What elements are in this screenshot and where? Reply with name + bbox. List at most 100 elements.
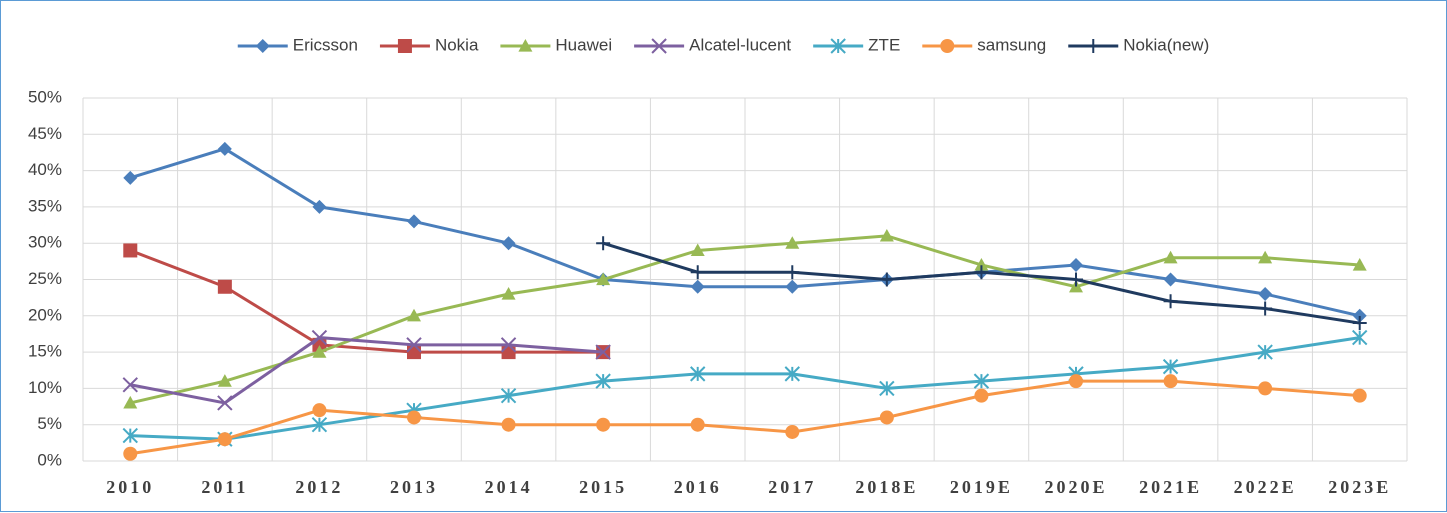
marker (1258, 381, 1273, 396)
marker (312, 199, 327, 214)
x-tick-label: 2017 (768, 477, 816, 497)
marker (407, 345, 421, 360)
marker (1258, 287, 1273, 302)
marker (596, 236, 611, 251)
y-tick-label: 15% (28, 342, 62, 361)
legend-label: samsung (977, 35, 1046, 54)
marker (596, 417, 611, 432)
marker (407, 308, 421, 322)
marker (785, 424, 800, 439)
series-line (129, 147, 1361, 318)
marker (1069, 272, 1083, 287)
marker (312, 403, 327, 418)
marker (501, 345, 516, 360)
marker (312, 345, 327, 358)
marker (973, 373, 990, 389)
marker (595, 344, 611, 360)
marker (1163, 294, 1178, 309)
marker (255, 39, 270, 53)
x-tick-label: 2016 (674, 477, 722, 497)
marker (1163, 272, 1178, 287)
x-tick-label: 2015 (579, 477, 627, 497)
y-tick-label: 25% (28, 269, 62, 288)
y-tick-label: 10% (28, 378, 62, 397)
y-tick-label: 45% (28, 124, 62, 143)
x-tick-label: 2010 (106, 477, 154, 497)
x-tick-label: 2020E (1044, 477, 1107, 497)
marker (974, 265, 989, 280)
marker (1352, 388, 1367, 403)
marker (879, 410, 894, 425)
marker (122, 377, 138, 393)
x-tick-label: 2019E (950, 477, 1013, 497)
x-tick-label: 2018E (855, 477, 918, 497)
marker (690, 243, 705, 257)
marker (500, 337, 517, 353)
y-tick-label: 30% (28, 233, 62, 252)
marker (501, 417, 516, 432)
series-line (129, 234, 1360, 405)
marker (1352, 308, 1367, 323)
y-tick-label: 20% (28, 305, 62, 324)
marker (123, 446, 138, 461)
marker (1162, 358, 1179, 375)
x-tick-label: 2014 (485, 477, 533, 497)
marker (1352, 329, 1368, 346)
marker (217, 279, 232, 294)
marker (407, 410, 421, 425)
marker (974, 257, 989, 271)
y-tick-label: 40% (28, 160, 62, 179)
marker (595, 373, 611, 389)
marker (1352, 316, 1367, 331)
marker (974, 388, 989, 403)
marker (397, 39, 412, 53)
marker (1352, 257, 1367, 271)
marker (690, 366, 706, 382)
marker (785, 279, 800, 294)
marker (311, 329, 328, 346)
marker (940, 39, 955, 53)
marker (1163, 250, 1178, 264)
marker (501, 287, 516, 300)
marker (518, 39, 533, 52)
marker (217, 432, 232, 447)
legend-label: Nokia(new) (1123, 35, 1209, 54)
marker (596, 272, 611, 286)
legend-label: Alcatel-lucent (689, 35, 791, 54)
marker (1258, 250, 1273, 264)
marker (500, 387, 517, 404)
marker (1069, 374, 1083, 389)
marker (217, 395, 233, 411)
marker (217, 374, 232, 387)
marker (785, 236, 800, 249)
legend-label: ZTE (868, 35, 900, 54)
marker (879, 272, 894, 287)
marker (407, 214, 421, 229)
series-line (130, 336, 604, 405)
marker (217, 141, 232, 156)
marker (690, 417, 705, 432)
x-tick-label: 2021E (1139, 477, 1202, 497)
x-tick-label: 2012 (295, 477, 343, 497)
marker (879, 228, 894, 242)
legend-label: Huawei (555, 35, 612, 54)
marker (122, 427, 138, 444)
marker (1257, 344, 1273, 360)
marker (406, 337, 422, 353)
marker (879, 380, 895, 397)
marker (690, 265, 705, 280)
marker (1069, 257, 1083, 272)
series-line (130, 379, 1360, 456)
x-tick-label: 2022E (1234, 477, 1297, 497)
marker (1163, 374, 1178, 389)
marker (311, 416, 328, 433)
x-tick-label: 2011 (201, 477, 248, 497)
marker (123, 395, 138, 409)
series-line (130, 336, 1360, 441)
y-tick-label: 5% (37, 414, 62, 433)
marker (830, 38, 846, 54)
y-tick-label: 35% (28, 196, 62, 215)
legend: Ericsson Nokia Huawei Alcatel-lucent ZTE sams… (237, 35, 1209, 54)
y-tick-label: 0% (37, 450, 62, 469)
